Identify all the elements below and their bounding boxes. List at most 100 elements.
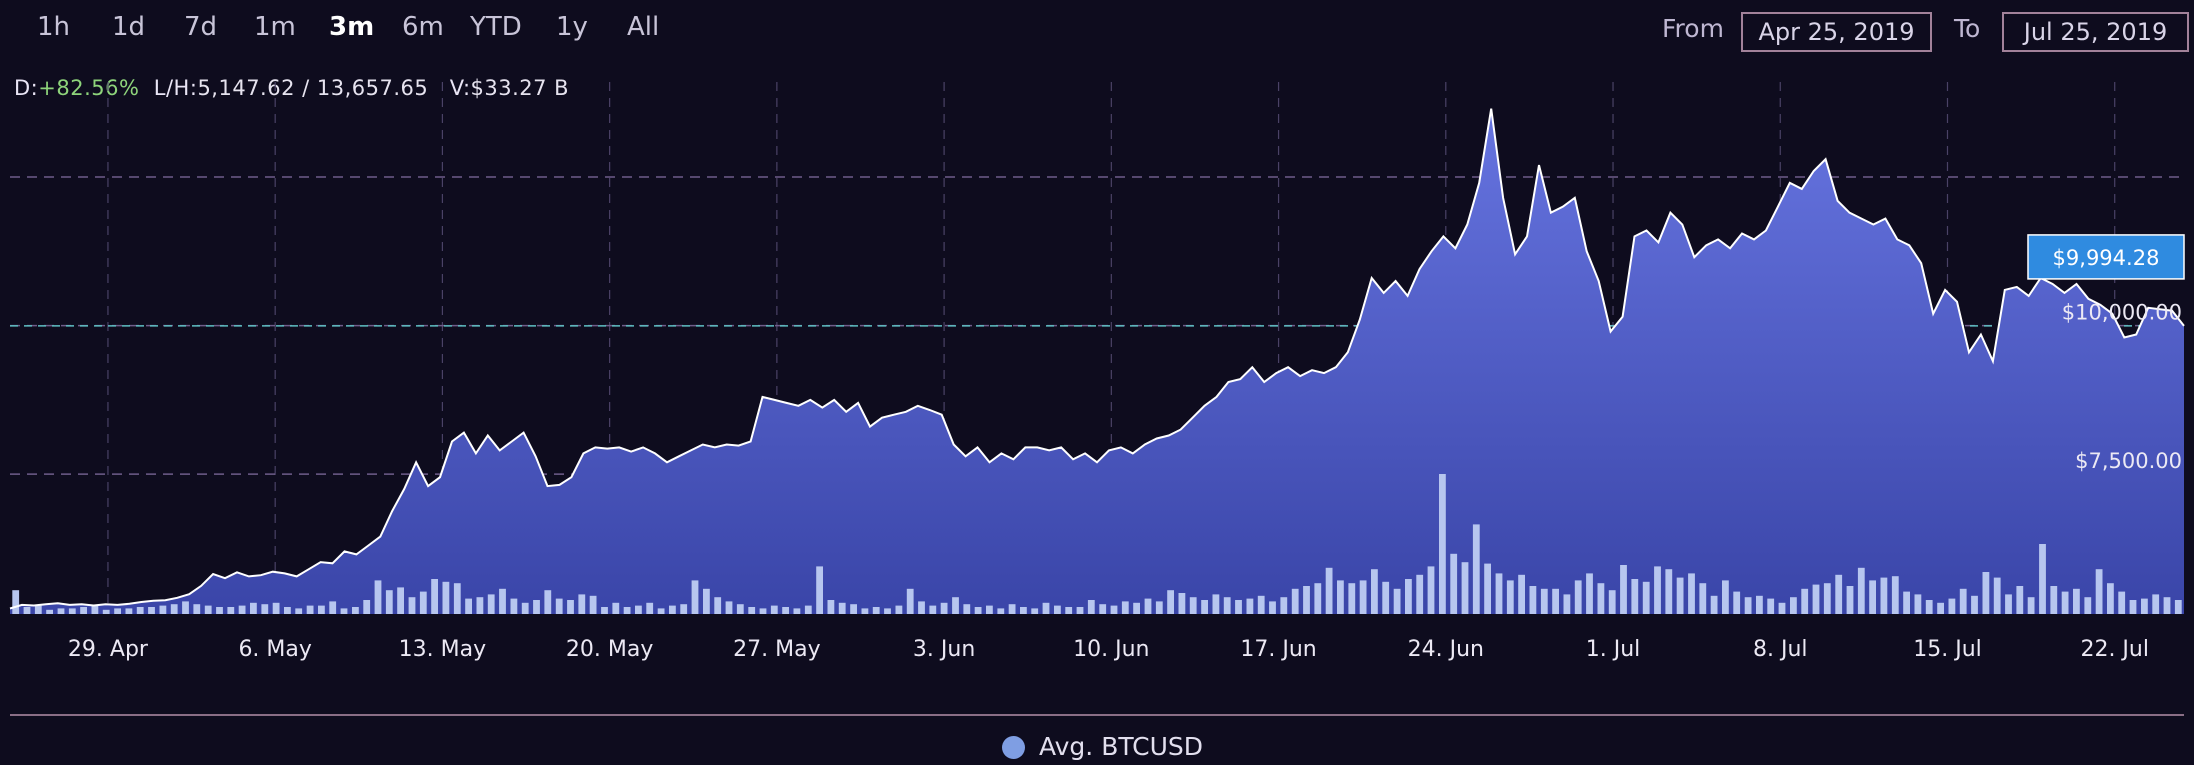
volume-bar — [34, 605, 42, 614]
volume-bar — [340, 608, 348, 614]
volume-bar — [2163, 597, 2171, 614]
volume-bar — [861, 608, 869, 614]
volume-bar — [1371, 569, 1378, 614]
volume-bar — [850, 604, 857, 614]
volume-bar — [2141, 598, 2148, 614]
volume-bar — [272, 602, 280, 614]
range-button-ytd[interactable]: YTD — [470, 12, 522, 42]
volume-bar — [725, 601, 733, 614]
volume-bar — [1891, 576, 1899, 614]
chart-legend[interactable]: Avg. BTCUSD — [1002, 732, 1203, 761]
volume-bar — [669, 605, 676, 614]
volume-bar — [385, 590, 393, 614]
volume-bar — [555, 598, 563, 614]
volume-bar — [1223, 597, 1231, 614]
volume-bar — [159, 605, 167, 614]
volume-bar — [465, 598, 472, 614]
volume-bar — [1959, 588, 1967, 614]
volume-bar — [487, 594, 495, 614]
volume-bar — [986, 605, 993, 614]
volume-bar — [1291, 588, 1299, 614]
volume-bar — [1574, 580, 1582, 614]
volume-bar — [23, 607, 31, 614]
x-tick-label: 8. Jul — [1753, 637, 1808, 662]
volume-bar — [657, 608, 665, 614]
x-tick-label: 10. Jun — [1073, 637, 1149, 662]
volume-bar — [397, 587, 404, 614]
volume-bar — [1823, 583, 1831, 614]
volume-bar — [499, 588, 506, 614]
to-label: To — [1954, 14, 1981, 43]
x-tick-label: 22. Jul — [2080, 637, 2149, 662]
volume-bar — [703, 588, 710, 614]
volume-bar — [793, 608, 801, 614]
volume-bar — [1801, 588, 1809, 614]
from-date-input[interactable]: Apr 25, 2019 — [1741, 12, 1932, 52]
volume-bar — [1857, 567, 1865, 614]
volume-bar — [804, 605, 812, 614]
volume-bar — [2050, 586, 2058, 614]
range-button-1h[interactable]: 1h — [37, 12, 71, 42]
volume-bar — [80, 607, 87, 614]
range-button-3m[interactable]: 3m — [329, 12, 375, 42]
volume-bar — [1654, 566, 1661, 614]
volume-bar — [544, 590, 552, 614]
volume-bar — [1167, 590, 1174, 614]
volume-bar — [691, 580, 699, 614]
range-button-7d[interactable]: 7d — [184, 12, 218, 42]
volume-bar — [827, 600, 835, 614]
volume-bar — [295, 608, 303, 614]
volume-bar — [1608, 590, 1616, 614]
volume-bar — [2095, 569, 2103, 614]
volume-bar — [1529, 586, 1537, 614]
volume-bar — [91, 605, 99, 614]
volume-bar — [974, 607, 982, 614]
x-tick-label: 3. Jun — [913, 637, 975, 662]
volume-bar — [1925, 600, 1933, 614]
volume-bar — [714, 597, 722, 614]
volume-bar — [1212, 594, 1220, 614]
volume-bar — [261, 604, 269, 614]
volume-bar — [623, 607, 631, 614]
volume-bars — [12, 474, 2182, 614]
volume-bar — [838, 602, 846, 614]
x-tick-label: 20. May — [566, 637, 653, 662]
volume-bar — [1846, 586, 1854, 614]
volume-bar — [1993, 577, 2001, 614]
volume-bar — [521, 602, 529, 614]
volume-bar — [748, 607, 756, 614]
volume-bar — [1733, 591, 1741, 614]
range-button-1d[interactable]: 1d — [112, 12, 146, 42]
x-tick-label: 17. Jun — [1240, 637, 1316, 662]
volume-bar — [736, 604, 744, 614]
change-label: D: — [14, 76, 39, 100]
volume-bar — [1982, 572, 1990, 614]
volume-bar — [533, 600, 540, 614]
volume-bar — [884, 608, 891, 614]
volume-bar — [374, 580, 382, 614]
range-button-6m[interactable]: 6m — [402, 12, 444, 42]
volume-bar — [510, 598, 518, 614]
x-tick-label: 6. May — [238, 637, 311, 662]
from-label: From — [1662, 14, 1724, 43]
volume-bar — [906, 588, 914, 614]
range-button-1m[interactable]: 1m — [254, 12, 296, 42]
volume-bar — [1031, 608, 1039, 614]
volume-bar — [1971, 595, 1978, 614]
volume-bar — [1382, 581, 1390, 614]
low-high-label: L/H: — [153, 76, 198, 100]
range-button-all[interactable]: All — [627, 12, 660, 42]
range-button-1y[interactable]: 1y — [556, 12, 588, 42]
x-tick-label: 15. Jul — [1913, 637, 1982, 662]
volume-bar — [329, 601, 337, 614]
volume-bar — [170, 604, 178, 614]
volume-bar — [1631, 579, 1639, 614]
volume-bar — [997, 608, 1005, 614]
to-date-input[interactable]: Jul 25, 2019 — [2002, 12, 2189, 52]
volume-bar — [1008, 604, 1016, 614]
volume-bar — [1744, 597, 1752, 614]
volume-bar — [1303, 586, 1310, 614]
volume-bar — [963, 604, 971, 614]
volume-bar — [1880, 577, 1888, 614]
